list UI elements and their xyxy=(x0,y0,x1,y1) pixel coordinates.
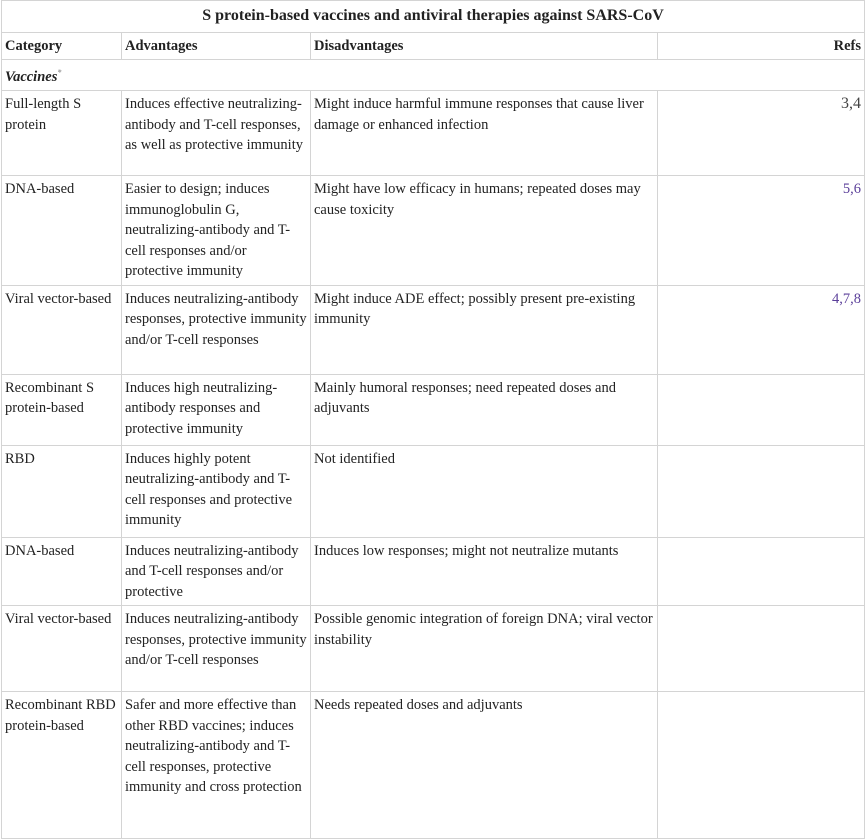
cell-disadvantages: Not identified xyxy=(310,444,658,538)
cell-advantages: Induces neutralizing-antibody responses,… xyxy=(121,605,311,693)
cell-advantages: Easier to design; induces immunoglobulin… xyxy=(121,175,311,286)
cell-category: DNA-based xyxy=(1,175,122,286)
cell-refs: 5,6 xyxy=(656,175,865,286)
cell-category: RBD xyxy=(1,444,122,538)
cell-disadvantages: Might induce harmful immune responses th… xyxy=(310,90,658,177)
cell-refs: 4,7,8 xyxy=(656,284,865,375)
cell-advantages: Induces high neutralizing-antibody respo… xyxy=(121,373,311,446)
cell-advantages: Induces highly potent neutralizing-antib… xyxy=(121,444,311,538)
section-label: Vaccines xyxy=(5,68,58,85)
cell-category: DNA-based xyxy=(1,536,122,607)
cell-disadvantages: Possible genomic integration of foreign … xyxy=(310,605,658,693)
table-row: DNA-based Induces neutralizing-antibody a… xyxy=(1,536,865,607)
cell-disadvantages: Might have low efficacy in humans; repea… xyxy=(310,175,658,286)
cell-refs xyxy=(656,373,865,446)
cell-refs: 3,4 xyxy=(656,90,865,177)
cell-category: Viral vector-based xyxy=(1,284,122,375)
cell-disadvantages: Induces low responses; might not neutral… xyxy=(310,536,658,607)
header-category: Category xyxy=(1,31,122,60)
cell-advantages: Induces neutralizing-antibody responses,… xyxy=(121,284,311,375)
section-footnote-mark: * xyxy=(57,68,62,77)
table-row: Viral vector-based Induces neutralizing-a… xyxy=(1,284,865,375)
cell-disadvantages: Needs repeated doses and adjuvants xyxy=(310,691,658,839)
header-refs: Refs xyxy=(656,31,865,60)
section-vaccines: Vaccines* xyxy=(0,58,865,92)
table-row: Recombinant S protein-based Induces high … xyxy=(1,373,865,446)
table-row: RBD Induces highly potent neutralizing-an… xyxy=(1,444,865,538)
cell-refs xyxy=(656,444,865,538)
table-row: Viral vector-based Induces neutralizing-a… xyxy=(1,605,865,693)
cell-disadvantages: Mainly humoral responses; need repeated … xyxy=(310,373,658,446)
table-row: Recombinant RBD protein-based Safer and m… xyxy=(1,691,865,839)
cell-advantages: Safer and more effective than other RBD … xyxy=(121,691,311,839)
cell-category: Recombinant S protein-based xyxy=(1,373,122,446)
table-row: DNA-based Easier to design; induces immun… xyxy=(1,175,865,286)
cell-advantages: Induces effective neutralizing-antibody … xyxy=(121,90,311,177)
table-title: S protein-based vaccines and antiviral t… xyxy=(0,0,865,33)
ref-link[interactable]: 4,7,8 xyxy=(832,290,862,307)
cell-category: Recombinant RBD protein-based xyxy=(1,691,122,839)
cell-disadvantages: Might induce ADE effect; possibly presen… xyxy=(310,284,658,375)
table-row: Full-length S protein Induces effective n… xyxy=(1,90,865,177)
cell-advantages: Induces neutralizing-antibody and T-cell… xyxy=(121,536,311,607)
header-row: Category Advantages Disadvantages Refs xyxy=(1,31,865,60)
cell-refs xyxy=(656,691,865,839)
ref-link[interactable]: 5,6 xyxy=(842,181,862,198)
cell-refs xyxy=(656,536,865,607)
header-advantages: Advantages xyxy=(121,31,311,60)
cell-category: Viral vector-based xyxy=(1,605,122,693)
header-disadvantages: Disadvantages xyxy=(310,31,658,60)
cell-category: Full-length S protein xyxy=(1,90,122,177)
cell-refs xyxy=(656,605,865,693)
